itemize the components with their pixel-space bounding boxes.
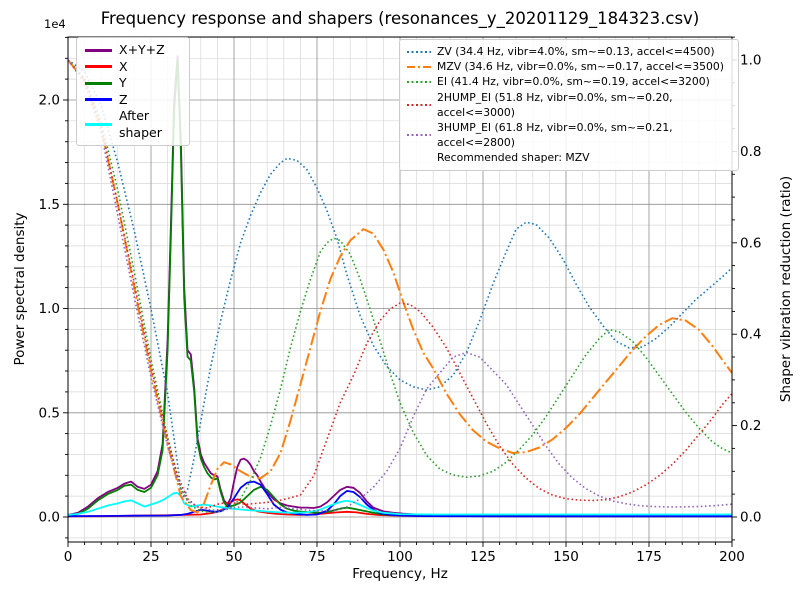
psd-legend: X+Y+Z X Y Z After shaper (76, 37, 190, 146)
line-swatch (407, 103, 431, 106)
line-swatch (407, 80, 431, 84)
legend-item: 2HUMP_EI (51.8 Hz, vibr=0.0%, sm~=0.20, … (407, 90, 731, 120)
svg-text:0.2: 0.2 (740, 418, 761, 434)
svg-text:0.0: 0.0 (39, 510, 60, 526)
legend-item: ZV (34.4 Hz, vibr=4.0%, sm~=0.13, accel<… (407, 44, 731, 59)
legend-label: After shaper (119, 108, 162, 140)
line-swatch (85, 65, 112, 69)
svg-text:175: 175 (636, 549, 662, 565)
svg-text:0.8: 0.8 (740, 144, 761, 160)
chart-title: Frequency response and shapers (resonanc… (100, 9, 700, 28)
legend-item: 3HUMP_EI (61.8 Hz, vibr=0.0%, sm~=0.21, … (407, 120, 731, 150)
svg-text:200: 200 (719, 549, 745, 565)
line-swatch (407, 134, 431, 137)
legend-item: EI (41.4 Hz, vibr=0.0%, sm~=0.19, accel<… (407, 74, 731, 89)
recommended-shaper-note: Recommended shaper: MZV (437, 151, 590, 165)
series-zv (68, 59, 732, 500)
series-y (68, 59, 732, 518)
svg-text:75: 75 (308, 549, 325, 565)
y-axis-offset-text: 1e4 (44, 17, 66, 31)
legend-item: Z (85, 92, 181, 109)
svg-text:25: 25 (142, 549, 159, 565)
svg-text:1.5: 1.5 (39, 197, 60, 213)
svg-text:0.0: 0.0 (740, 510, 761, 526)
line-swatch (85, 48, 112, 52)
legend-item: X (85, 59, 181, 76)
line-swatch (407, 50, 431, 53)
legend-label: ZV (34.4 Hz, vibr=4.0%, sm~=0.13, accel<… (437, 45, 715, 58)
legend-label: 3HUMP_EI (61.8 Hz, vibr=0.0%, sm~=0.21, … (437, 121, 673, 150)
line-swatch (407, 65, 431, 69)
tick-marks (63, 36, 737, 547)
svg-text:1.0: 1.0 (740, 53, 761, 69)
legend-item: After shaper (85, 108, 181, 141)
legend-item: X+Y+Z (85, 42, 181, 59)
legend-item: MZV (34.6 Hz, vibr=0.0%, sm~=0.17, accel… (407, 59, 731, 74)
svg-text:1.0: 1.0 (39, 301, 60, 317)
shaper-legend: ZV (34.4 Hz, vibr=4.0%, sm~=0.13, accel<… (399, 39, 739, 171)
legend-label: Z (119, 91, 128, 107)
svg-text:0.4: 0.4 (740, 327, 761, 343)
series-ei (68, 59, 732, 514)
line-swatch (85, 81, 112, 85)
legend-label: Y (119, 75, 127, 90)
series-group (68, 55, 732, 518)
legend-label: EI (41.4 Hz, vibr=0.0%, sm~=0.19, accel<… (437, 75, 710, 89)
left-y-axis-label: Power spectral density (12, 212, 28, 366)
line-swatch (85, 98, 112, 102)
svg-text:0.6: 0.6 (740, 235, 761, 251)
svg-text:50: 50 (225, 549, 242, 565)
legend-label: 2HUMP_EI (51.8 Hz, vibr=0.0%, sm~=0.20, … (437, 90, 673, 119)
legend-label: X (119, 58, 128, 74)
series-3hump-ei (68, 59, 732, 512)
series-x-y-z (68, 55, 732, 517)
svg-text:0: 0 (64, 549, 73, 565)
x-axis-label: Frequency, Hz (352, 566, 448, 582)
tick-labels: 0 25 50 75 100 125 150 175 200 0.0 0.5 1.0 1.5 2.0 0.0… (39, 53, 762, 566)
right-y-axis-label: Shaper vibration reduction (ratio) (778, 175, 794, 403)
series-mzv (68, 59, 732, 514)
legend-label: X+Y+Z (119, 42, 165, 57)
legend-item: Y (85, 75, 181, 92)
line-swatch (85, 123, 112, 126)
svg-text:100: 100 (387, 549, 413, 565)
svg-text:150: 150 (553, 549, 579, 565)
svg-text:0.5: 0.5 (39, 405, 60, 421)
legend-label: MZV (34.6 Hz, vibr=0.0%, sm~=0.17, accel… (437, 60, 724, 74)
svg-text:125: 125 (470, 549, 496, 565)
svg-text:2.0: 2.0 (39, 93, 60, 109)
